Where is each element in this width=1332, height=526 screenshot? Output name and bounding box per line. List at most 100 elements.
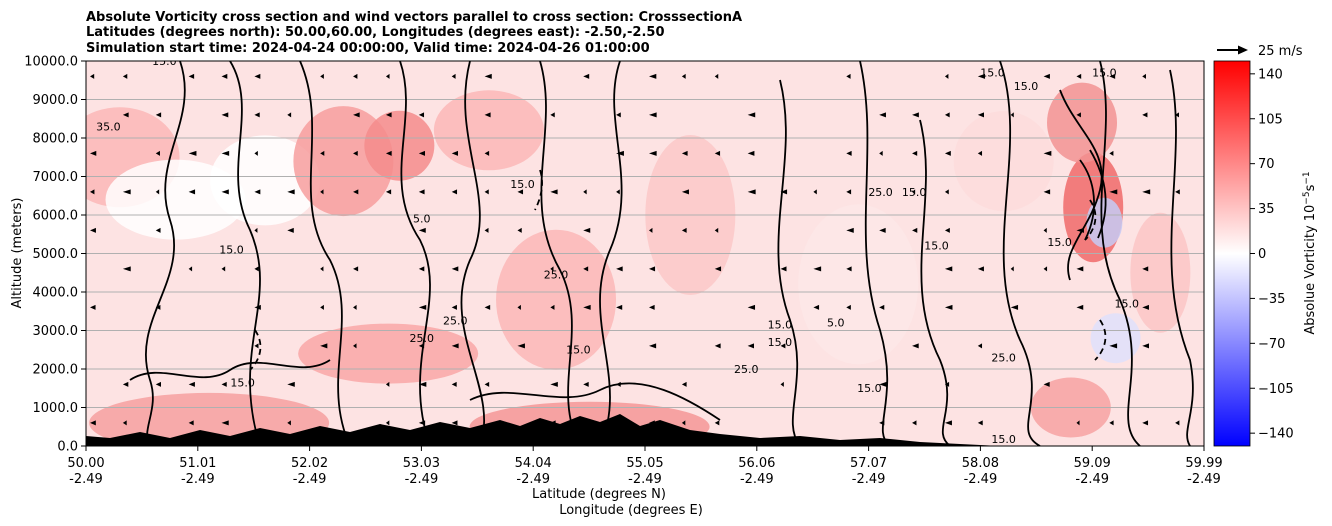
wind-vector-arrow-icon bbox=[320, 266, 324, 272]
quiver-key-label: 25 m/s bbox=[1258, 44, 1303, 59]
wind-vector-arrow-icon bbox=[1142, 304, 1149, 310]
negative-contour-line bbox=[1084, 199, 1097, 241]
wind-vector-arrow-icon bbox=[320, 343, 328, 349]
y-tick-label: 3000.0 bbox=[33, 324, 79, 339]
contour-label: 15.0 bbox=[980, 66, 1005, 79]
wind-vector-arrow-icon bbox=[385, 189, 392, 195]
wind-vector-arrow-icon bbox=[320, 189, 324, 195]
wind-vector-arrow-icon bbox=[879, 420, 885, 426]
wind-vector-arrow-icon bbox=[550, 112, 555, 118]
wind-vector-arrow-icon bbox=[1043, 266, 1048, 272]
wind-vector-arrow-icon bbox=[155, 150, 160, 156]
wind-vector-arrow-icon bbox=[1076, 227, 1084, 233]
contour-label: 15.0 bbox=[768, 319, 793, 332]
wind-vector-arrow-icon bbox=[1043, 150, 1052, 156]
wind-vector-arrow-icon bbox=[221, 266, 226, 272]
wind-vector-arrow-icon bbox=[451, 150, 459, 156]
wind-vector-arrow-icon bbox=[353, 266, 359, 272]
x-tick-label-lon: -2.49 bbox=[1075, 472, 1109, 487]
colorbar: 140 105 70 35 0 −35 −70 −105 −140 Absolue Vortic… bbox=[1213, 60, 1318, 447]
wind-vector-arrow-icon bbox=[221, 150, 230, 156]
wind-vector-arrow-icon bbox=[418, 343, 425, 349]
contour-line bbox=[129, 359, 331, 381]
wind-vector-arrow-icon bbox=[616, 189, 620, 195]
wind-vector-arrow-icon bbox=[550, 266, 554, 272]
colorbar-tick-label: −105 bbox=[1258, 382, 1294, 397]
wind-vector-arrow-icon bbox=[517, 343, 525, 349]
contour-line bbox=[460, 61, 486, 446]
contour-label: 5.0 bbox=[827, 317, 845, 330]
quiver-key-arrowhead-icon bbox=[1238, 45, 1248, 55]
colorbar-tick-label: −35 bbox=[1258, 292, 1285, 307]
wind-vector-arrow-icon bbox=[90, 73, 95, 79]
wind-vector-arrow-icon bbox=[550, 189, 558, 195]
wind-vector-arrow-icon bbox=[418, 227, 426, 233]
wind-vector-arrow-icon bbox=[1076, 266, 1084, 272]
vorticity-patch bbox=[298, 323, 479, 384]
x-tick-label-lon: -2.49 bbox=[181, 472, 215, 487]
wind-vector-arrow-icon bbox=[484, 304, 491, 310]
colorbar-tick-label: 140 bbox=[1258, 67, 1283, 82]
wind-vector-arrow-icon bbox=[1109, 189, 1118, 195]
wind-vector-arrow-icon bbox=[385, 150, 392, 156]
y-tick-label: 6000.0 bbox=[33, 209, 79, 224]
wind-vector-arrow-icon bbox=[418, 266, 425, 272]
colorbar-tick-label: 35 bbox=[1258, 202, 1275, 217]
contour-line bbox=[1169, 69, 1194, 446]
colorbar-label-exp: −5 bbox=[1302, 191, 1312, 204]
wind-vector-arrow-icon bbox=[616, 266, 623, 272]
contour-labels: 15.0 35.0 15.0 5.0 15.0 25.0 25.0 25.0 15.0 15.0 1… bbox=[96, 61, 1139, 446]
wind-vector-arrow-icon bbox=[254, 150, 258, 156]
wind-vector-arrow-icon bbox=[1142, 73, 1146, 79]
wind-vector-arrow-icon bbox=[649, 73, 657, 79]
contour-label: 15.0 bbox=[768, 336, 793, 349]
wind-vector-arrow-icon bbox=[846, 227, 854, 233]
wind-vector-arrow-icon bbox=[846, 150, 852, 156]
wind-vector-arrow-icon bbox=[353, 112, 360, 118]
contour-label: 25.0 bbox=[868, 186, 893, 199]
wind-vector-arrow-icon bbox=[254, 112, 260, 118]
wind-vector-arrow-icon bbox=[1076, 420, 1080, 426]
wind-vector-arrow-icon bbox=[254, 189, 261, 195]
wind-vector-arrow-icon bbox=[846, 304, 851, 310]
contour-line bbox=[144, 61, 186, 446]
wind-vector-arrow-icon bbox=[353, 73, 358, 79]
wind-vector-arrow-icon bbox=[221, 381, 227, 387]
wind-vector-arrow-icon bbox=[451, 304, 457, 310]
wind-vector-arrow-icon bbox=[912, 150, 918, 156]
wind-vector-arrow-icon bbox=[879, 227, 886, 233]
wind-vector-arrow-icon bbox=[122, 112, 129, 118]
wind-vector-arrow-icon bbox=[977, 343, 983, 349]
x-tick-label-lat: 57.07 bbox=[850, 456, 887, 471]
x-tick-label-lon: -2.49 bbox=[628, 472, 662, 487]
wind-vector-arrow-icon bbox=[320, 73, 324, 79]
wind-vector-arrow-icon bbox=[1076, 112, 1081, 118]
wind-vector-arrow-icon bbox=[846, 189, 852, 195]
wind-vector-arrow-icon bbox=[484, 150, 490, 156]
wind-vector-arrow-icon bbox=[583, 189, 587, 195]
vorticity-patch bbox=[953, 111, 1054, 212]
x-tick-label-lon: -2.49 bbox=[740, 472, 774, 487]
negative-contour-line bbox=[249, 329, 262, 371]
contour-label: 15.0 bbox=[857, 382, 882, 395]
wind-vector-arrow-icon bbox=[649, 112, 657, 118]
wind-vector-arrow-icon bbox=[944, 150, 951, 156]
wind-vector-arrow-icon bbox=[1043, 227, 1047, 233]
wind-vector-arrow-icon bbox=[714, 150, 721, 156]
wind-vector-arrow-icon bbox=[90, 150, 97, 156]
wind-vector-arrow-icon bbox=[287, 420, 291, 426]
wind-vector-arrow-icon bbox=[879, 112, 886, 118]
wind-vector-arrow-icon bbox=[90, 420, 96, 426]
colorbar-ticks: 140 105 70 35 0 −35 −70 −105 −140 bbox=[1250, 67, 1294, 442]
colorbar-tick-label: −140 bbox=[1258, 427, 1294, 442]
wind-vector-arrow-icon bbox=[912, 227, 918, 233]
wind-vector-arrow-icon bbox=[1142, 189, 1151, 195]
wind-vector-arrow-icon bbox=[912, 343, 919, 349]
wind-vector-arrow-icon bbox=[944, 381, 950, 387]
wind-vector-arrow-icon bbox=[649, 150, 657, 156]
y-tick-label: 5000.0 bbox=[33, 247, 79, 262]
colorbar-label-unit: s bbox=[1303, 184, 1318, 191]
wind-vector-arrow-icon bbox=[747, 112, 756, 118]
wind-vector-arrow-icon bbox=[977, 73, 986, 79]
